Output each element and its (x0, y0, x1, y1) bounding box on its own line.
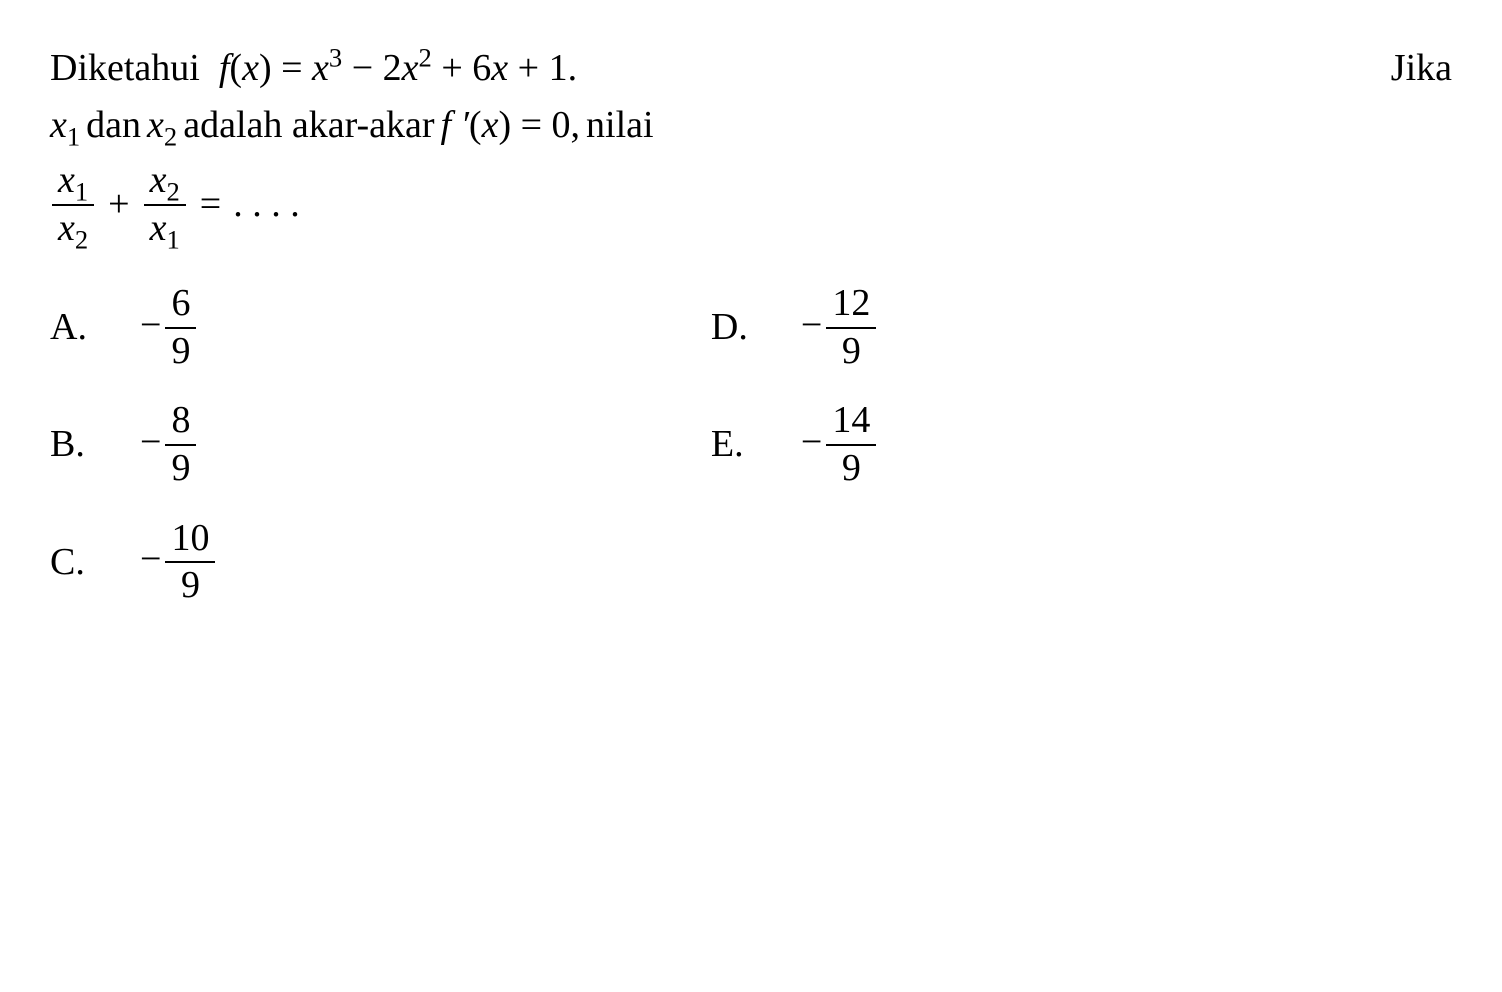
option-a-neg: − (140, 304, 161, 346)
term1-x: x (312, 47, 329, 89)
option-b-label: B. (50, 416, 100, 473)
fn-f: f (219, 47, 230, 89)
x1-sub: 1 (67, 122, 80, 152)
term2-coef: 2 (383, 47, 402, 89)
rparen: ) (259, 47, 272, 89)
options-grid: A. − 6 9 D. − 12 9 B. − 8 9 (50, 281, 1312, 609)
option-e-label: E. (711, 416, 761, 473)
rparen-2: ) (498, 104, 511, 146)
big-plus: + (108, 176, 129, 233)
frac2-den-x: x (150, 207, 167, 249)
option-c-label: C. (50, 534, 100, 591)
option-e-frac: 14 9 (826, 398, 876, 491)
var-x: x (242, 47, 259, 89)
option-c-frac: 10 9 (165, 516, 215, 609)
word-jika: Jika (1391, 40, 1452, 97)
option-empty (711, 516, 1312, 609)
term2-x: x (402, 47, 419, 89)
frac1-num-sub: 1 (75, 177, 88, 207)
option-a-label: A. (50, 299, 100, 356)
plus-2: + (508, 47, 548, 89)
option-a-num: 6 (165, 281, 196, 329)
frac-x2-over-x1: x2 x1 (144, 158, 186, 251)
frac1-den-sub: 2 (75, 224, 88, 254)
term1-exp: 3 (329, 42, 342, 72)
frac2-num-x: x (150, 159, 167, 201)
option-d-label: D. (711, 299, 761, 356)
phrase-adalah: adalah akar-akar (183, 97, 434, 154)
option-b-den: 9 (165, 446, 196, 492)
option-d-frac: 12 9 (826, 281, 876, 374)
fprime: f ′ (441, 104, 469, 146)
option-e-den: 9 (826, 446, 876, 492)
frac2-num-sub: 2 (166, 177, 179, 207)
dots: . . . . (233, 176, 300, 233)
eq-2: = (511, 104, 551, 146)
term2-exp: 2 (419, 42, 432, 72)
x1-x: x (50, 104, 67, 146)
option-a-den: 9 (165, 329, 196, 375)
const-1: 1 (549, 47, 568, 89)
frac2-den-sub: 1 (166, 224, 179, 254)
option-a: A. − 6 9 (50, 281, 651, 374)
option-b-num: 8 (165, 398, 196, 446)
option-d-num: 12 (826, 281, 876, 329)
option-c-den: 9 (165, 563, 215, 609)
option-c-num: 10 (165, 516, 215, 564)
option-a-frac: 6 9 (165, 281, 196, 374)
word-diketahui: Diketahui (50, 47, 200, 89)
option-c: C. − 10 9 (50, 516, 651, 609)
option-e: E. − 14 9 (711, 398, 1312, 491)
option-d: D. − 12 9 (711, 281, 1312, 374)
option-c-neg: − (140, 538, 161, 580)
zero: 0 (552, 104, 571, 146)
option-b-neg: − (140, 421, 161, 463)
x2-x: x (147, 104, 164, 146)
big-eq: = (200, 176, 221, 233)
plus-1: + (432, 47, 472, 89)
x2-sub: 2 (164, 122, 177, 152)
option-e-neg: − (801, 421, 822, 463)
option-d-den: 9 (826, 329, 876, 375)
term3-coef: 6 (472, 47, 491, 89)
lparen: ( (229, 47, 242, 89)
frac1-den-x: x (58, 207, 75, 249)
frac-x1-over-x2: x1 x2 (52, 158, 94, 251)
eq-1: = (272, 47, 312, 89)
word-dan: dan (86, 97, 141, 154)
comma: , (571, 104, 581, 146)
option-b: B. − 8 9 (50, 398, 651, 491)
frac1-num-x: x (58, 159, 75, 201)
minus-1: − (342, 47, 382, 89)
term3-x: x (491, 47, 508, 89)
lparen-2: ( (469, 104, 482, 146)
option-b-frac: 8 9 (165, 398, 196, 491)
var-x-2: x (482, 104, 499, 146)
ratio-expression: x1 x2 + x2 x1 = . . . . (50, 158, 1452, 251)
question-block: Diketahui f(x) = x3 − 2x2 + 6x + 1. Jika… (50, 40, 1452, 609)
word-nilai: nilai (586, 97, 654, 154)
option-d-neg: − (801, 304, 822, 346)
option-e-num: 14 (826, 398, 876, 446)
question-line-2: x1 dan x2 adalah akar-akar f ′(x) = 0, n… (50, 97, 1452, 154)
question-line-1: Diketahui f(x) = x3 − 2x2 + 6x + 1. Jika (50, 40, 1452, 97)
period-1: . (568, 47, 578, 89)
